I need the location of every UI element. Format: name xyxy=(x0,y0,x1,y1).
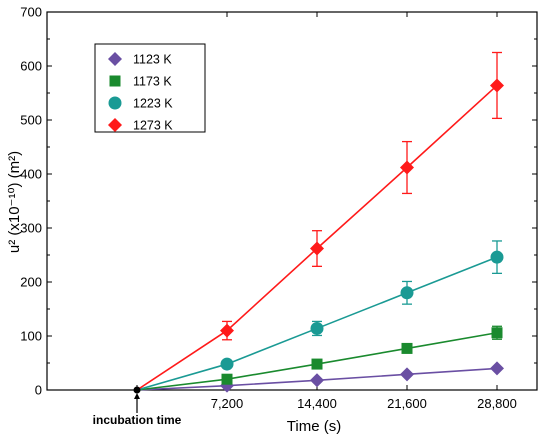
data-point xyxy=(400,367,414,382)
annotation: incubation time xyxy=(93,393,182,427)
series-1 xyxy=(136,325,503,391)
data-point xyxy=(491,327,503,339)
legend-marker xyxy=(108,52,122,66)
series-3 xyxy=(136,51,504,391)
series-layer xyxy=(133,51,504,394)
y-tick-label: 600 xyxy=(20,59,42,74)
data-point xyxy=(221,373,233,385)
legend-label: 1223 K xyxy=(133,97,173,111)
data-point xyxy=(490,361,504,376)
y-tick-label: 400 xyxy=(20,167,42,182)
legend-label: 1173 K xyxy=(133,75,172,89)
data-point xyxy=(310,321,324,335)
legend: 1123 K 1173 K 1223 K 1273 K xyxy=(94,43,206,133)
x-tick-label: 14,400 xyxy=(297,396,337,411)
y-tick-label: 300 xyxy=(20,221,42,236)
data-point xyxy=(490,78,504,93)
legend-marker xyxy=(109,75,121,87)
axes: 0 100 200 300 400 500 600 700 7,200 14,400 21,600 2… xyxy=(20,5,538,411)
data-point xyxy=(311,358,323,370)
y-tick-label: 700 xyxy=(20,5,42,20)
data-point xyxy=(401,342,413,354)
annotation-label: incubation time xyxy=(93,413,182,427)
origin-point xyxy=(133,386,141,394)
legend-label: 1123 K xyxy=(133,53,172,67)
y-tick-label: 0 xyxy=(35,383,42,398)
data-point xyxy=(220,357,234,371)
data-point xyxy=(400,286,414,300)
data-point xyxy=(400,160,414,175)
data-point xyxy=(310,373,324,388)
x-tick-label: 28,800 xyxy=(477,396,517,411)
y-tick-label: 500 xyxy=(20,113,42,128)
series-2 xyxy=(136,240,504,391)
y-axis-title: u² (x10⁻¹⁰) (m²) xyxy=(6,151,23,253)
legend-marker xyxy=(108,118,122,132)
annotation-arrow-head xyxy=(134,393,140,399)
data-point xyxy=(220,323,234,338)
y-tick-label: 100 xyxy=(20,329,42,344)
y-tick-label: 200 xyxy=(20,275,42,290)
data-point xyxy=(490,250,504,264)
x-tick-label: 21,600 xyxy=(387,396,427,411)
data-point xyxy=(310,241,324,256)
x-tick-label: 7,200 xyxy=(211,396,244,411)
legend-marker xyxy=(108,96,122,110)
x-axis-title: Time (s) xyxy=(287,418,341,435)
legend-label: 1273 K xyxy=(133,119,173,133)
